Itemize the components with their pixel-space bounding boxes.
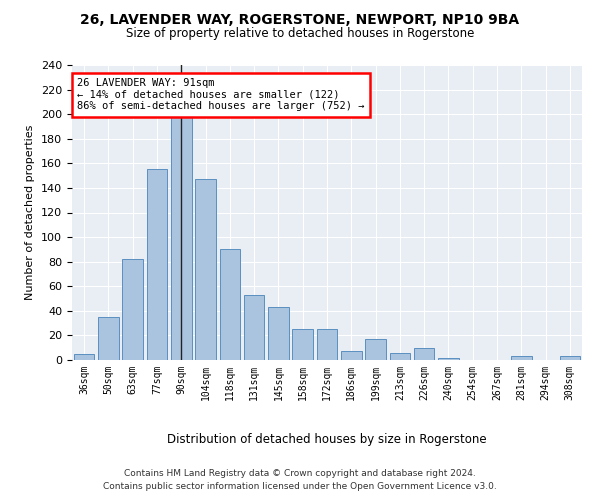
Bar bbox=[317, 330, 337, 360]
Y-axis label: Number of detached properties: Number of detached properties bbox=[25, 125, 35, 300]
Text: Distribution of detached houses by size in Rogerstone: Distribution of detached houses by size … bbox=[167, 432, 487, 446]
Bar bbox=[292, 330, 313, 360]
Bar bbox=[98, 317, 119, 360]
Bar bbox=[414, 348, 434, 360]
Text: 26 LAVENDER WAY: 91sqm
← 14% of detached houses are smaller (122)
86% of semi-de: 26 LAVENDER WAY: 91sqm ← 14% of detached… bbox=[77, 78, 365, 112]
Text: Contains public sector information licensed under the Open Government Licence v3: Contains public sector information licen… bbox=[103, 482, 497, 491]
Text: Size of property relative to detached houses in Rogerstone: Size of property relative to detached ho… bbox=[126, 28, 474, 40]
Bar bbox=[74, 354, 94, 360]
Text: 26, LAVENDER WAY, ROGERSTONE, NEWPORT, NP10 9BA: 26, LAVENDER WAY, ROGERSTONE, NEWPORT, N… bbox=[80, 12, 520, 26]
Bar bbox=[195, 180, 216, 360]
Bar bbox=[244, 295, 265, 360]
Bar bbox=[122, 259, 143, 360]
Bar bbox=[171, 112, 191, 360]
Bar bbox=[365, 339, 386, 360]
Bar bbox=[268, 307, 289, 360]
Bar bbox=[560, 356, 580, 360]
Bar bbox=[389, 352, 410, 360]
Bar bbox=[438, 358, 459, 360]
Bar bbox=[220, 250, 240, 360]
Bar bbox=[511, 356, 532, 360]
Bar bbox=[146, 170, 167, 360]
Text: Contains HM Land Registry data © Crown copyright and database right 2024.: Contains HM Land Registry data © Crown c… bbox=[124, 468, 476, 477]
Bar bbox=[341, 352, 362, 360]
